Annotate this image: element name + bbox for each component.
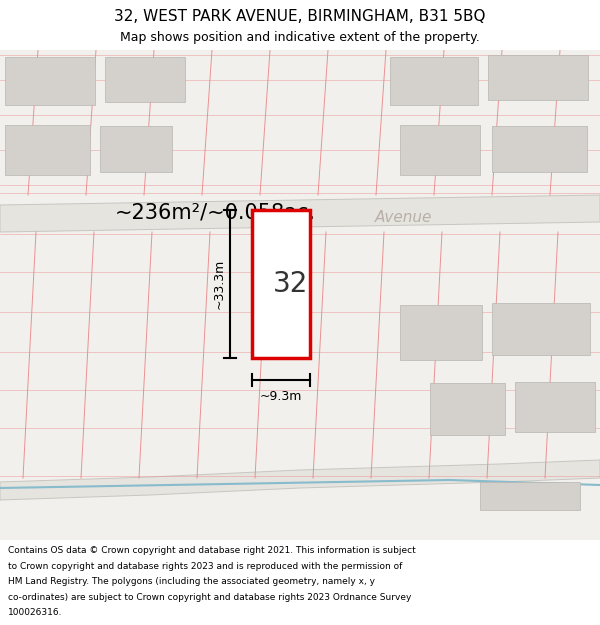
Text: Avenue: Avenue	[375, 211, 433, 226]
Text: Map shows position and indicative extent of the property.: Map shows position and indicative extent…	[120, 31, 480, 44]
Text: to Crown copyright and database rights 2023 and is reproduced with the permissio: to Crown copyright and database rights 2…	[8, 561, 402, 571]
Bar	[492, 303, 590, 355]
Text: HM Land Registry. The polygons (including the associated geometry, namely x, y: HM Land Registry. The polygons (includin…	[8, 577, 375, 586]
Bar	[400, 125, 480, 175]
Bar	[488, 55, 588, 100]
Text: Contains OS data © Crown copyright and database right 2021. This information is : Contains OS data © Crown copyright and d…	[8, 546, 416, 555]
Bar	[252, 210, 310, 358]
Bar	[492, 126, 587, 172]
Bar	[480, 482, 580, 510]
Text: 32: 32	[274, 270, 308, 298]
Bar	[390, 57, 478, 105]
Text: ~33.3m: ~33.3m	[212, 259, 226, 309]
Polygon shape	[0, 460, 600, 500]
Bar	[105, 57, 185, 102]
Bar	[5, 57, 95, 105]
Text: ~236m²/~0.058ac.: ~236m²/~0.058ac.	[115, 202, 316, 222]
Text: co-ordinates) are subject to Crown copyright and database rights 2023 Ordnance S: co-ordinates) are subject to Crown copyr…	[8, 592, 411, 602]
Polygon shape	[0, 195, 600, 232]
Bar	[5, 125, 90, 175]
Text: 32, WEST PARK AVENUE, BIRMINGHAM, B31 5BQ: 32, WEST PARK AVENUE, BIRMINGHAM, B31 5B…	[114, 9, 486, 24]
Text: 100026316.: 100026316.	[8, 608, 62, 617]
Bar	[400, 305, 482, 360]
Bar	[515, 382, 595, 432]
Bar	[430, 383, 505, 435]
Text: ~9.3m: ~9.3m	[260, 390, 302, 403]
Bar	[100, 126, 172, 172]
